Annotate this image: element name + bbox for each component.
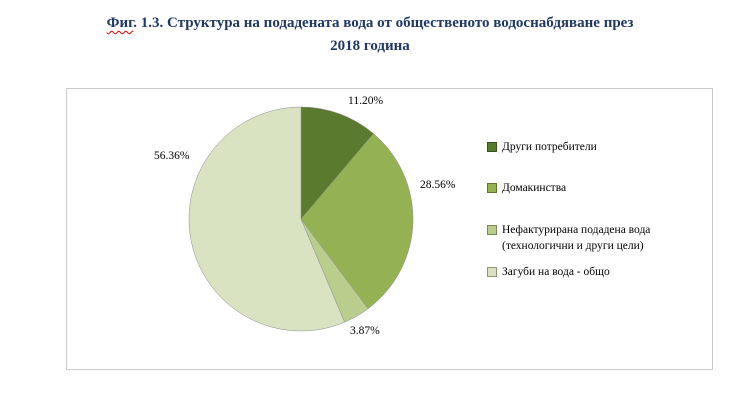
legend-item-unbilled-water: Нефактурирана подадена вода (технологичн…: [487, 222, 692, 254]
chart-title-line1-rest: . 1.3. Структура на подадената вода от о…: [133, 15, 634, 31]
chart-title-line2: 2018 година: [330, 37, 410, 54]
legend-swatch-other-consumers-icon: [487, 142, 497, 152]
legend-item-households: Домакинства: [487, 180, 566, 196]
legend-swatch-unbilled-water-icon: [487, 225, 497, 235]
legend-label-households: Домакинства: [502, 182, 567, 194]
legend-item-water-losses: Загуби на вода - общо: [487, 264, 610, 280]
data-label-other-consumers: 11.20%: [348, 95, 384, 107]
pie-chart[interactable]: [181, 99, 421, 339]
data-label-water-losses: 56.36%: [154, 150, 190, 162]
chart-title: Фиг. 1.3. Структура на подадената вода о…: [0, 12, 740, 57]
legend-label-unbilled-water: Нефактурирана подадена вода (технологичн…: [502, 224, 651, 253]
pie-slice-1: [300, 133, 414, 309]
legend-swatch-water-losses-icon: [487, 267, 497, 277]
spellcheck-flagged-word: Фиг: [106, 15, 134, 31]
data-label-households: 28.56%: [420, 179, 456, 191]
legend-item-other-consumers: Други потребители: [487, 139, 597, 155]
data-label-unbilled-water: 3.87%: [350, 325, 380, 337]
chart-title-line1: Фиг. 1.3. Структура на подадената вода о…: [107, 15, 634, 31]
legend-label-water-losses: Загуби на вода - общо: [502, 266, 610, 278]
legend-swatch-households-icon: [487, 183, 497, 193]
legend-label-other-consumers: Други потребители: [502, 141, 597, 153]
chart-area: 11.20% 28.56% 3.87% 56.36% Други потреби…: [66, 88, 713, 370]
pie-slice-3: [188, 106, 345, 332]
pie-slice-0: [300, 106, 374, 220]
